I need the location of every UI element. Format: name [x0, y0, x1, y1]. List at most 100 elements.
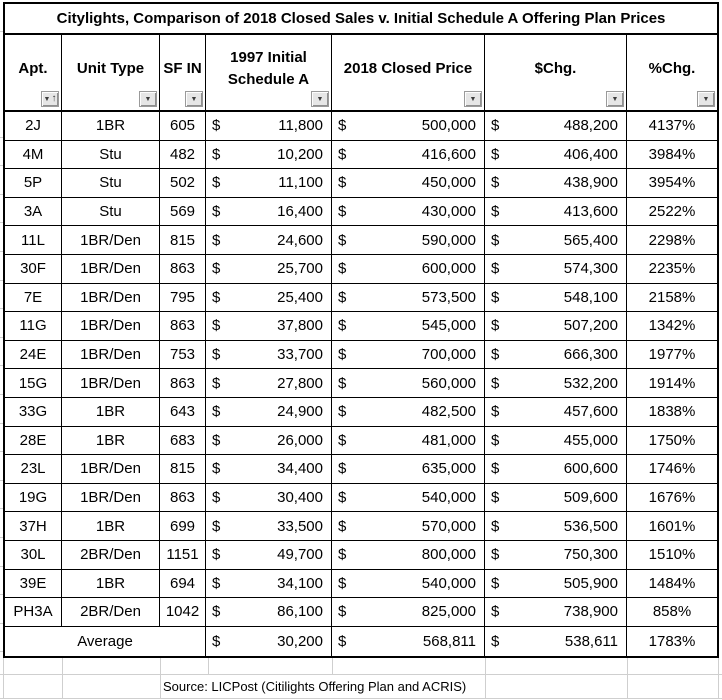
cell-closed-price-2018[interactable]: $573,500 — [332, 283, 485, 313]
cell-unit-type[interactable]: 1BR/Den — [62, 283, 160, 313]
cell-dollar-chg[interactable]: $509,600 — [485, 483, 627, 513]
cell-closed-price-2018[interactable]: $590,000 — [332, 226, 485, 255]
cell-apt[interactable]: 4M — [5, 140, 62, 170]
cell-schedule-a-1997[interactable]: $30,400 — [206, 483, 332, 513]
cell-unit-type[interactable]: 1BR/Den — [62, 455, 160, 484]
cell-closed-price-2018[interactable]: $635,000 — [332, 455, 485, 484]
cell-apt[interactable]: 24E — [5, 340, 62, 370]
cell-unit-type[interactable]: 1BR/Den — [62, 312, 160, 341]
cell-unit-type[interactable]: 1BR/Den — [62, 369, 160, 398]
cell-dollar-chg[interactable]: $438,900 — [485, 169, 627, 198]
cell-sf[interactable]: 502 — [160, 169, 206, 198]
cell-apt[interactable]: 2J — [5, 112, 62, 141]
cell-schedule-a-1997[interactable]: $34,100 — [206, 569, 332, 599]
cell-schedule-a-1997[interactable]: $26,000 — [206, 426, 332, 456]
cell-dollar-chg[interactable]: $600,600 — [485, 455, 627, 484]
average-cell-dollar-chg[interactable]: $538,611 — [485, 626, 627, 656]
filter-button-dollar-chg[interactable]: ▼ — [606, 91, 624, 107]
cell-sf[interactable]: 683 — [160, 426, 206, 456]
cell-unit-type[interactable]: 1BR — [62, 512, 160, 541]
cell-unit-type[interactable]: 2BR/Den — [62, 598, 160, 627]
cell-dollar-chg[interactable]: $413,600 — [485, 197, 627, 227]
cell-schedule-a-1997[interactable]: $10,200 — [206, 140, 332, 170]
cell-pct-chg[interactable]: 2235% — [627, 255, 717, 284]
cell-apt[interactable]: 39E — [5, 569, 62, 599]
column-header-dollar-chg[interactable]: $Chg. ▼ — [485, 35, 627, 112]
cell-pct-chg[interactable]: 1484% — [627, 570, 717, 599]
cell-sf[interactable]: 1151 — [160, 540, 206, 570]
cell-apt[interactable]: 30F — [5, 254, 62, 284]
cell-sf[interactable]: 694 — [160, 569, 206, 599]
column-header-sf[interactable]: SF IN ▼ — [160, 35, 206, 112]
cell-closed-price-2018[interactable]: $570,000 — [332, 512, 485, 541]
cell-apt[interactable]: 11L — [5, 226, 62, 255]
average-cell-closed-price-2018[interactable]: $568,811 — [332, 626, 485, 656]
cell-sf[interactable]: 863 — [160, 483, 206, 513]
cell-pct-chg[interactable]: 2522% — [627, 198, 717, 227]
cell-closed-price-2018[interactable]: $482,500 — [332, 397, 485, 427]
cell-schedule-a-1997[interactable]: $37,800 — [206, 312, 332, 341]
cell-schedule-a-1997[interactable]: $86,100 — [206, 598, 332, 627]
cell-sf[interactable]: 605 — [160, 112, 206, 141]
cell-schedule-a-1997[interactable]: $25,700 — [206, 254, 332, 284]
cell-closed-price-2018[interactable]: $540,000 — [332, 483, 485, 513]
cell-closed-price-2018[interactable]: $560,000 — [332, 369, 485, 398]
cell-closed-price-2018[interactable]: $545,000 — [332, 312, 485, 341]
cell-dollar-chg[interactable]: $406,400 — [485, 140, 627, 170]
cell-schedule-a-1997[interactable]: $33,500 — [206, 512, 332, 541]
cell-pct-chg[interactable]: 1914% — [627, 369, 717, 398]
cell-dollar-chg[interactable]: $505,900 — [485, 569, 627, 599]
cell-schedule-a-1997[interactable]: $25,400 — [206, 283, 332, 313]
cell-sf[interactable]: 482 — [160, 140, 206, 170]
cell-unit-type[interactable]: 1BR/Den — [62, 483, 160, 513]
cell-pct-chg[interactable]: 1750% — [627, 427, 717, 456]
column-header-closed-price-2018[interactable]: 2018 Closed Price ▼ — [332, 35, 485, 112]
cell-apt[interactable]: 15G — [5, 369, 62, 398]
cell-pct-chg[interactable]: 858% — [627, 598, 717, 627]
cell-pct-chg[interactable]: 1746% — [627, 455, 717, 484]
cell-apt[interactable]: 23L — [5, 455, 62, 484]
cell-apt[interactable]: 37H — [5, 512, 62, 541]
filter-button-pct-chg[interactable]: ▼ — [697, 91, 715, 107]
cell-dollar-chg[interactable]: $548,100 — [485, 283, 627, 313]
cell-unit-type[interactable]: 1BR/Den — [62, 226, 160, 255]
cell-pct-chg[interactable]: 1342% — [627, 312, 717, 341]
cell-dollar-chg[interactable]: $574,300 — [485, 254, 627, 284]
average-cell-schedule-a-1997[interactable]: $30,200 — [206, 626, 332, 656]
cell-schedule-a-1997[interactable]: $49,700 — [206, 540, 332, 570]
cell-schedule-a-1997[interactable]: $24,900 — [206, 397, 332, 427]
cell-sf[interactable]: 815 — [160, 226, 206, 255]
cell-pct-chg[interactable]: 2298% — [627, 226, 717, 255]
cell-pct-chg[interactable]: 3984% — [627, 141, 717, 170]
cell-closed-price-2018[interactable]: $600,000 — [332, 254, 485, 284]
cell-unit-type[interactable]: 1BR/Den — [62, 340, 160, 370]
cell-schedule-a-1997[interactable]: $11,800 — [206, 112, 332, 141]
cell-sf[interactable]: 863 — [160, 312, 206, 341]
cell-schedule-a-1997[interactable]: $11,100 — [206, 169, 332, 198]
cell-apt[interactable]: PH3A — [5, 598, 62, 627]
cell-apt[interactable]: 7E — [5, 283, 62, 313]
cell-closed-price-2018[interactable]: $825,000 — [332, 598, 485, 627]
cell-dollar-chg[interactable]: $738,900 — [485, 598, 627, 627]
cell-dollar-chg[interactable]: $536,500 — [485, 512, 627, 541]
cell-sf[interactable]: 795 — [160, 283, 206, 313]
cell-sf[interactable]: 753 — [160, 340, 206, 370]
cell-sf[interactable]: 815 — [160, 455, 206, 484]
cell-apt[interactable]: 28E — [5, 426, 62, 456]
cell-sf[interactable]: 699 — [160, 512, 206, 541]
cell-unit-type[interactable]: 1BR — [62, 397, 160, 427]
filter-button-closed-price-2018[interactable]: ▼ — [464, 91, 482, 107]
cell-unit-type[interactable]: Stu — [62, 140, 160, 170]
cell-closed-price-2018[interactable]: $416,600 — [332, 140, 485, 170]
cell-schedule-a-1997[interactable]: $16,400 — [206, 197, 332, 227]
column-header-unit-type[interactable]: Unit Type ▼ — [62, 35, 160, 112]
cell-unit-type[interactable]: 1BR — [62, 426, 160, 456]
cell-dollar-chg[interactable]: $455,000 — [485, 426, 627, 456]
cell-pct-chg[interactable]: 1838% — [627, 398, 717, 427]
cell-closed-price-2018[interactable]: $800,000 — [332, 540, 485, 570]
cell-pct-chg[interactable]: 1601% — [627, 512, 717, 541]
filter-button-unit-type[interactable]: ▼ — [139, 91, 157, 107]
cell-closed-price-2018[interactable]: $700,000 — [332, 340, 485, 370]
cell-apt[interactable]: 33G — [5, 397, 62, 427]
cell-apt[interactable]: 5P — [5, 169, 62, 198]
